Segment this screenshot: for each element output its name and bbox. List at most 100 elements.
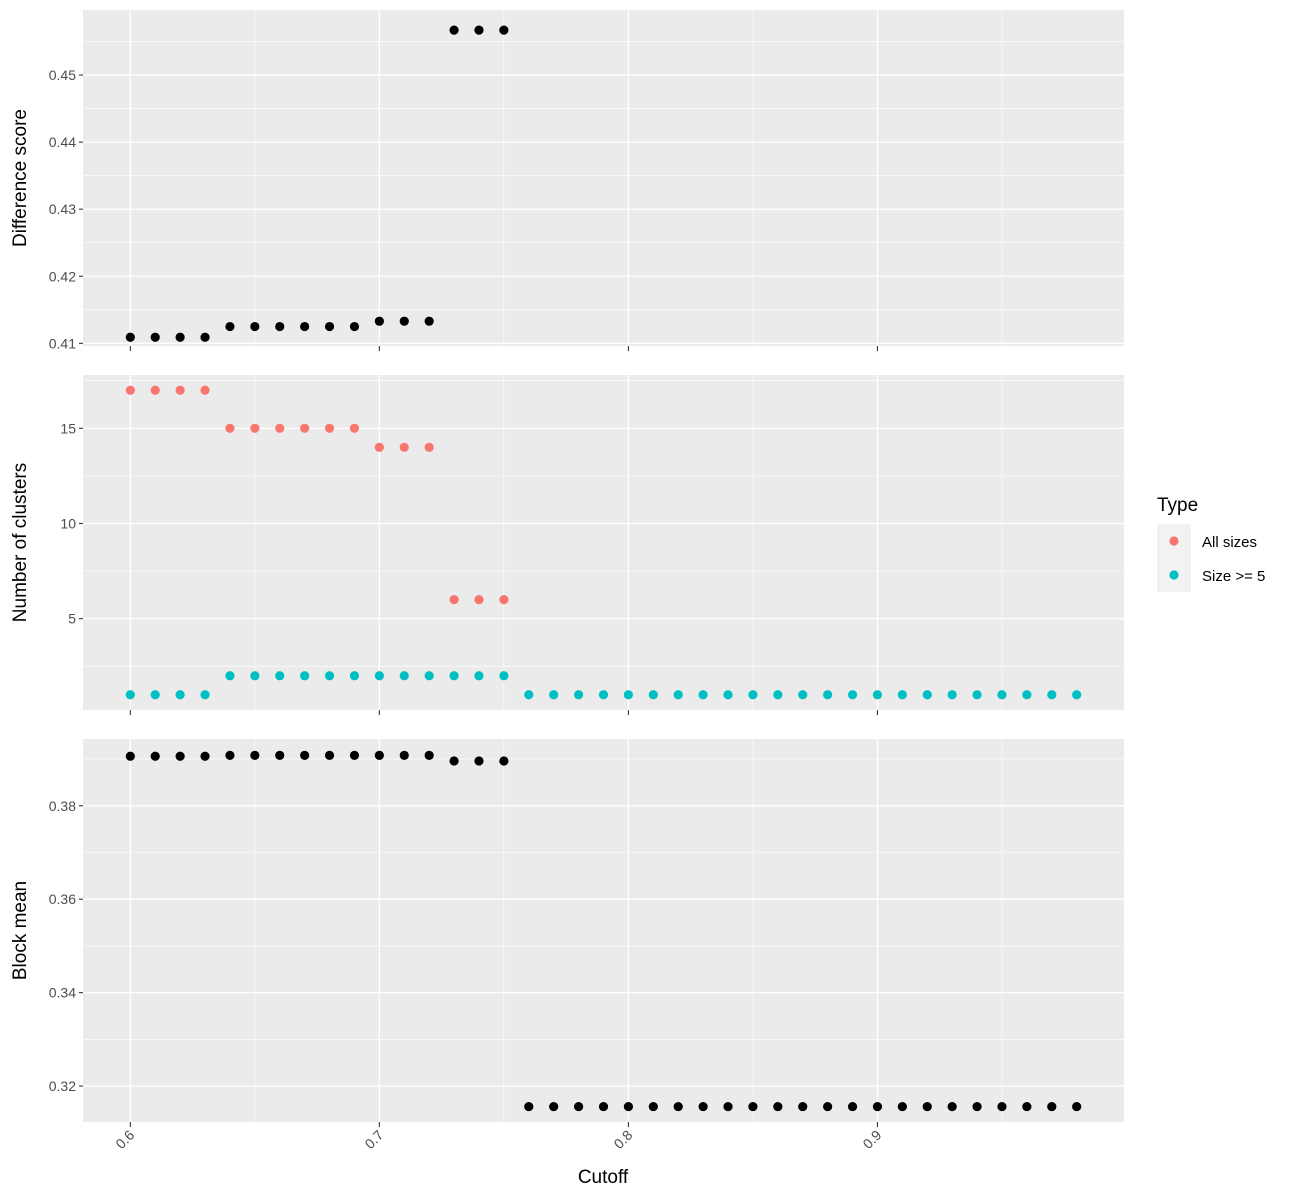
series-all-sizes — [125, 385, 509, 605]
data-point — [125, 332, 135, 342]
data-point — [673, 1101, 683, 1112]
data-point — [474, 671, 484, 681]
legend-label: All sizes — [1202, 534, 1257, 551]
data-point — [150, 385, 160, 395]
data-point — [1022, 1101, 1032, 1112]
data-point — [150, 690, 160, 700]
panel-3: 0.32 0.34 0.36 0.38 Block mean — [10, 739, 1124, 1127]
data-point — [275, 671, 285, 681]
data-point — [399, 316, 409, 326]
data-point — [300, 423, 310, 433]
data-point — [324, 321, 335, 332]
data-point — [524, 1101, 534, 1112]
data-point — [399, 442, 409, 452]
data-point — [1072, 690, 1082, 700]
data-point — [1022, 690, 1032, 700]
series-panel3-series1 — [125, 750, 1082, 1112]
data-point — [623, 690, 634, 700]
data-point — [922, 690, 932, 700]
data-point — [499, 595, 509, 605]
data-point — [324, 750, 335, 760]
panels-layer: 0.41 0.42 0.43 0.44 0.45 Difference score 5 10 1… — [10, 10, 1124, 1127]
data-point — [374, 750, 384, 760]
y-tick-label: 0.34 — [49, 985, 76, 1001]
data-point — [524, 690, 534, 700]
data-point — [648, 1101, 658, 1112]
series-size-5 — [125, 671, 1082, 700]
legend: Type All sizes Size >= 5 — [1157, 495, 1265, 592]
data-point — [175, 385, 185, 395]
legend-key — [1169, 570, 1179, 580]
data-point — [698, 690, 708, 700]
y-axis-title: Difference score — [10, 109, 31, 247]
data-point — [723, 1101, 733, 1112]
data-point — [150, 332, 160, 342]
data-point — [374, 316, 384, 326]
y-tick-label: 0.45 — [49, 67, 76, 83]
data-point — [449, 25, 459, 35]
data-point — [972, 1101, 982, 1112]
data-point — [225, 671, 235, 681]
y-tick-label: 0.36 — [49, 891, 76, 907]
data-point — [798, 690, 808, 700]
x-axis-title: Cutoff — [578, 1167, 629, 1188]
data-point — [1072, 1101, 1082, 1112]
data-point — [175, 690, 185, 700]
y-tick-label: 0.44 — [49, 134, 76, 150]
data-point — [275, 750, 285, 760]
data-point — [399, 750, 409, 760]
data-point — [449, 756, 459, 766]
data-point — [200, 751, 210, 761]
data-point — [499, 25, 509, 35]
data-point — [997, 1101, 1007, 1112]
data-point — [823, 1101, 833, 1112]
data-point — [125, 385, 135, 395]
data-point — [872, 690, 883, 700]
data-point — [573, 690, 584, 700]
data-point — [549, 690, 559, 700]
data-point — [200, 385, 210, 395]
legend-entries: All sizes Size >= 5 — [1157, 524, 1265, 592]
data-point — [275, 423, 285, 433]
y-axis-title: Number of clusters — [10, 463, 31, 622]
data-point — [349, 321, 360, 332]
data-point — [250, 671, 260, 681]
y-tick-label: 0.43 — [49, 201, 76, 217]
x-tick-label: 0.9 — [859, 1127, 884, 1152]
data-point — [424, 442, 434, 452]
data-point — [1047, 690, 1057, 700]
data-point — [175, 332, 185, 342]
data-point — [823, 690, 833, 700]
legend-title: Type — [1157, 495, 1198, 516]
data-point — [549, 1101, 559, 1112]
data-point — [1047, 1101, 1057, 1112]
data-point — [150, 751, 160, 761]
data-point — [623, 1101, 634, 1112]
data-point — [424, 671, 434, 681]
y-axis-title: Block mean — [10, 881, 31, 980]
legend-key — [1169, 536, 1179, 546]
data-point — [424, 316, 434, 326]
data-point — [424, 750, 434, 760]
data-point — [897, 690, 907, 700]
data-point — [275, 321, 285, 332]
data-point — [922, 1101, 932, 1112]
data-point — [175, 751, 185, 761]
data-point — [648, 690, 658, 700]
data-point — [598, 690, 609, 700]
data-point — [200, 690, 210, 700]
data-point — [798, 1101, 808, 1112]
data-point — [324, 423, 335, 433]
y-tick-label: 0.32 — [49, 1078, 76, 1094]
data-point — [250, 423, 260, 433]
data-point — [847, 1101, 858, 1112]
panel-1: 0.41 0.42 0.43 0.44 0.45 Difference score — [10, 10, 1124, 351]
legend-label: Size >= 5 — [1202, 568, 1265, 585]
data-point — [972, 690, 982, 700]
data-point — [374, 442, 384, 452]
y-tick-label: 10 — [60, 515, 76, 531]
y-tick-label: 5 — [68, 611, 76, 627]
legend-entry: All sizes — [1157, 524, 1257, 558]
data-point — [499, 756, 509, 766]
